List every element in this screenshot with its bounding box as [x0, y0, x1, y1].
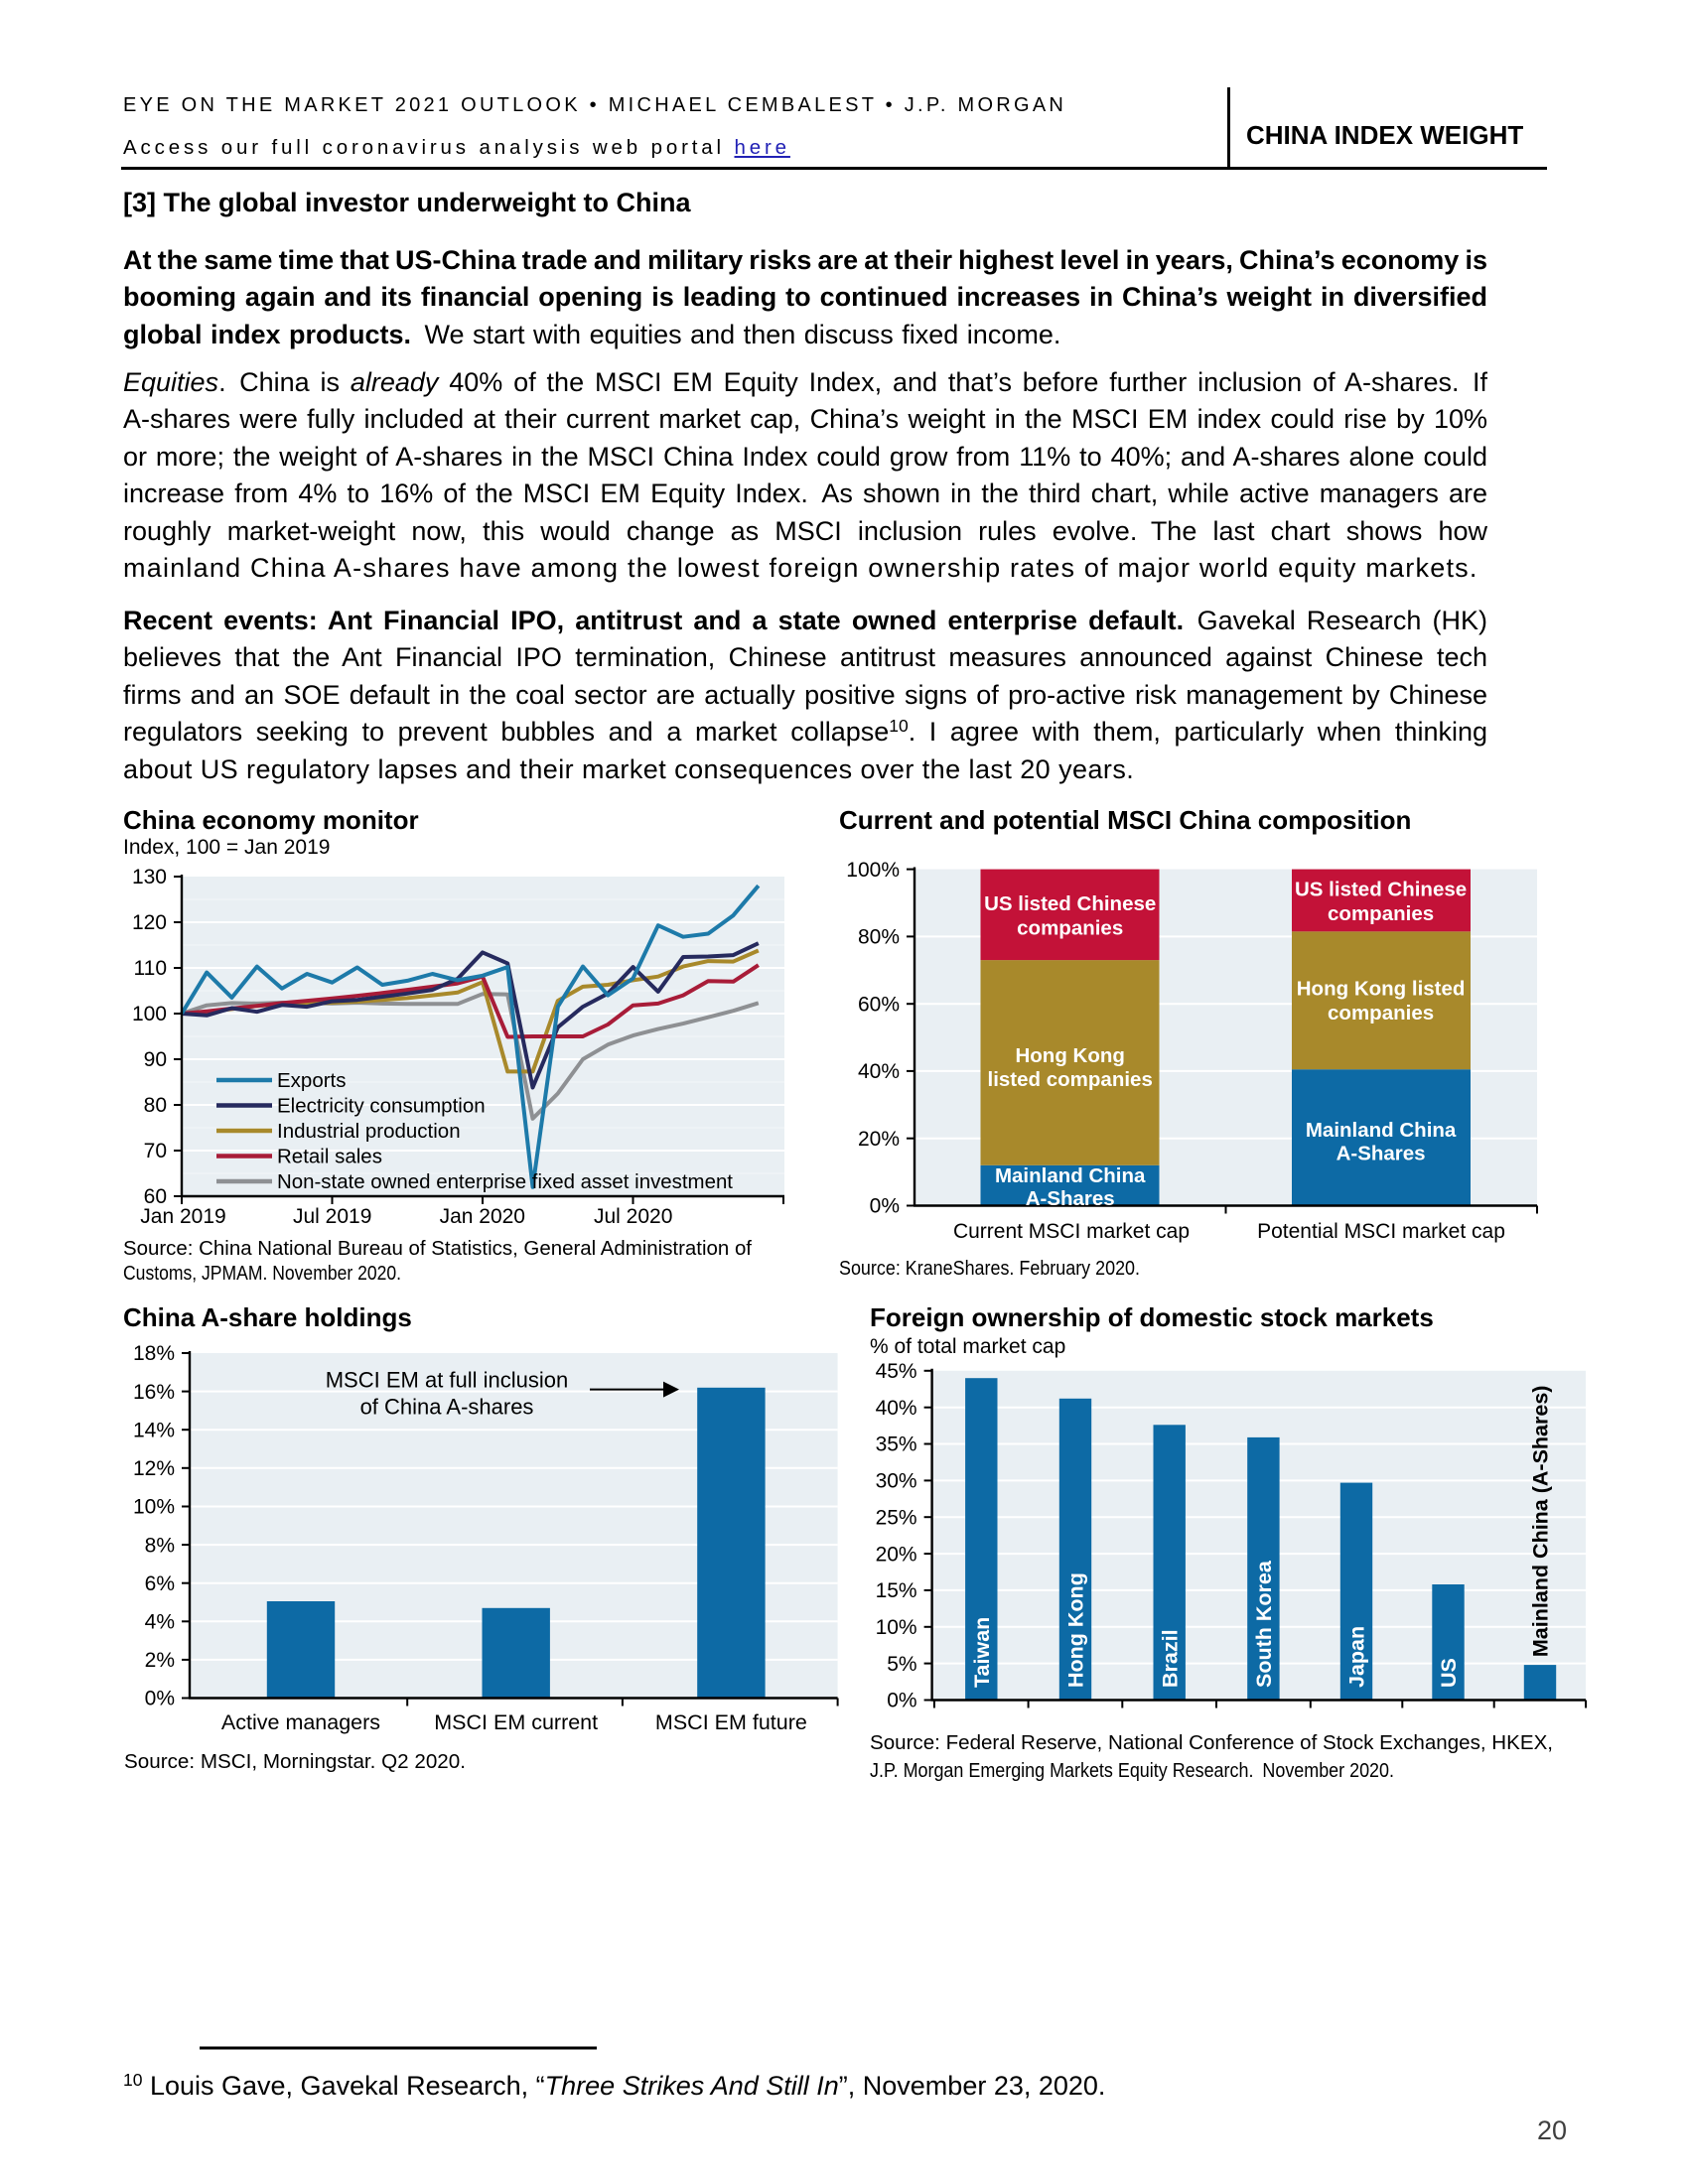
- svg-text:companies: companies: [1328, 1002, 1434, 1024]
- svg-text:companies: companies: [1017, 917, 1123, 940]
- svg-text:100: 100: [132, 1003, 167, 1025]
- svg-text:A-Shares: A-Shares: [1336, 1142, 1426, 1164]
- svg-text:Index, 100 = Jan 2019: Index, 100 = Jan 2019: [123, 836, 330, 859]
- svg-text:US listed Chinese: US listed Chinese: [984, 892, 1156, 915]
- svg-text:25%: 25%: [876, 1506, 917, 1529]
- svg-text:A-Shares: A-Shares: [1026, 1187, 1115, 1210]
- svg-text:Japan: Japan: [1345, 1626, 1369, 1688]
- svg-text:of China A-shares: of China A-shares: [360, 1395, 534, 1420]
- svg-text:2%: 2%: [145, 1649, 175, 1672]
- svg-text:J.P. Morgan Emerging Markets E: J.P. Morgan Emerging Markets Equity Rese…: [870, 1760, 1394, 1782]
- svg-text:60: 60: [144, 1185, 167, 1208]
- svg-text:Source: MSCI, Morningstar. Q2: Source: MSCI, Morningstar. Q2 2020.: [124, 1751, 466, 1773]
- svg-text:20%: 20%: [876, 1543, 917, 1566]
- svg-text:Mainland China: Mainland China: [995, 1164, 1146, 1187]
- svg-text:US listed Chinese: US listed Chinese: [1295, 879, 1467, 901]
- svg-text:Industrial production: Industrial production: [277, 1120, 461, 1143]
- svg-text:Mainland China: Mainland China: [1306, 1119, 1457, 1142]
- svg-text:Taiwan: Taiwan: [970, 1617, 994, 1688]
- svg-text:18%: 18%: [133, 1342, 175, 1365]
- svg-text:Foreign ownership of domestic: Foreign ownership of domestic stock mark…: [870, 1302, 1434, 1332]
- svg-text:Source: China National Bureau: Source: China National Bureau of Statist…: [123, 1238, 752, 1260]
- svg-text:120: 120: [132, 911, 167, 934]
- svg-text:Non-state owned enterprise fix: Non-state owned enterprise fixed asset i…: [277, 1170, 733, 1193]
- svg-text:Customs, JPMAM. November 2020.: Customs, JPMAM. November 2020.: [123, 1263, 401, 1285]
- svg-text:Source: KraneShares. February: Source: KraneShares. February 2020.: [839, 1258, 1140, 1280]
- svg-text:70: 70: [144, 1140, 167, 1162]
- svg-text:MSCI EM at full inclusion: MSCI EM at full inclusion: [326, 1368, 569, 1393]
- svg-text:30%: 30%: [876, 1470, 917, 1493]
- svg-text:90: 90: [144, 1048, 167, 1071]
- svg-text:35%: 35%: [876, 1433, 917, 1456]
- svg-text:Jan 2019: Jan 2019: [140, 1205, 225, 1228]
- svg-text:China A-share holdings: China A-share holdings: [123, 1302, 412, 1332]
- svg-text:Current and potential MSCI Chi: Current and potential MSCI China composi…: [839, 805, 1411, 835]
- svg-text:Exports: Exports: [277, 1069, 347, 1092]
- svg-text:10%: 10%: [133, 1496, 175, 1519]
- svg-text:Hong Kong: Hong Kong: [1015, 1044, 1124, 1067]
- svg-text:12%: 12%: [133, 1457, 175, 1480]
- svg-text:4%: 4%: [145, 1611, 175, 1634]
- svg-text:MSCI EM future: MSCI EM future: [655, 1710, 807, 1734]
- svg-text:16%: 16%: [133, 1381, 175, 1404]
- svg-text:Mainland China (A-Shares): Mainland China (A-Shares): [1529, 1386, 1553, 1658]
- svg-text:0%: 0%: [145, 1688, 175, 1710]
- svg-text:Hong Kong listed: Hong Kong listed: [1297, 978, 1466, 1001]
- svg-text:Source: Federal Reserve, Natio: Source: Federal Reserve, National Confer…: [870, 1732, 1553, 1754]
- svg-text:130: 130: [132, 866, 167, 888]
- svg-text:Jul 2019: Jul 2019: [293, 1205, 371, 1228]
- svg-text:listed companies: listed companies: [988, 1068, 1153, 1091]
- svg-text:US: US: [1437, 1658, 1461, 1688]
- svg-text:China economy monitor: China economy monitor: [123, 805, 419, 835]
- svg-text:Hong Kong: Hong Kong: [1064, 1572, 1088, 1688]
- svg-text:60%: 60%: [858, 993, 900, 1016]
- svg-text:0%: 0%: [870, 1195, 900, 1218]
- svg-text:Current MSCI market cap: Current MSCI market cap: [953, 1220, 1190, 1243]
- svg-text:40%: 40%: [876, 1397, 917, 1420]
- svg-text:15%: 15%: [876, 1579, 917, 1602]
- svg-text:100%: 100%: [846, 859, 900, 882]
- svg-text:80: 80: [144, 1094, 167, 1117]
- svg-text:% of total market cap: % of total market cap: [870, 1335, 1065, 1358]
- svg-text:20%: 20%: [858, 1128, 900, 1151]
- svg-text:45%: 45%: [876, 1360, 917, 1383]
- svg-text:14%: 14%: [133, 1419, 175, 1441]
- svg-text:Jan 2020: Jan 2020: [440, 1205, 525, 1228]
- svg-text:0%: 0%: [887, 1690, 916, 1712]
- svg-text:Active managers: Active managers: [221, 1710, 380, 1734]
- svg-text:Jul 2020: Jul 2020: [594, 1205, 672, 1228]
- svg-text:5%: 5%: [887, 1653, 916, 1676]
- svg-text:Retail sales: Retail sales: [277, 1146, 382, 1168]
- svg-text:MSCI EM current: MSCI EM current: [434, 1710, 598, 1734]
- svg-text:8%: 8%: [145, 1534, 175, 1557]
- svg-text:companies: companies: [1328, 902, 1434, 925]
- svg-text:Electricity consumption: Electricity consumption: [277, 1095, 486, 1118]
- svg-text:Potential MSCI market cap: Potential MSCI market cap: [1257, 1220, 1505, 1243]
- svg-text:80%: 80%: [858, 926, 900, 949]
- svg-text:South Korea: South Korea: [1252, 1560, 1276, 1688]
- svg-text:110: 110: [134, 957, 167, 980]
- svg-text:Brazil: Brazil: [1158, 1629, 1182, 1688]
- svg-text:40%: 40%: [858, 1060, 900, 1083]
- svg-text:10%: 10%: [876, 1616, 917, 1639]
- svg-text:6%: 6%: [145, 1572, 175, 1595]
